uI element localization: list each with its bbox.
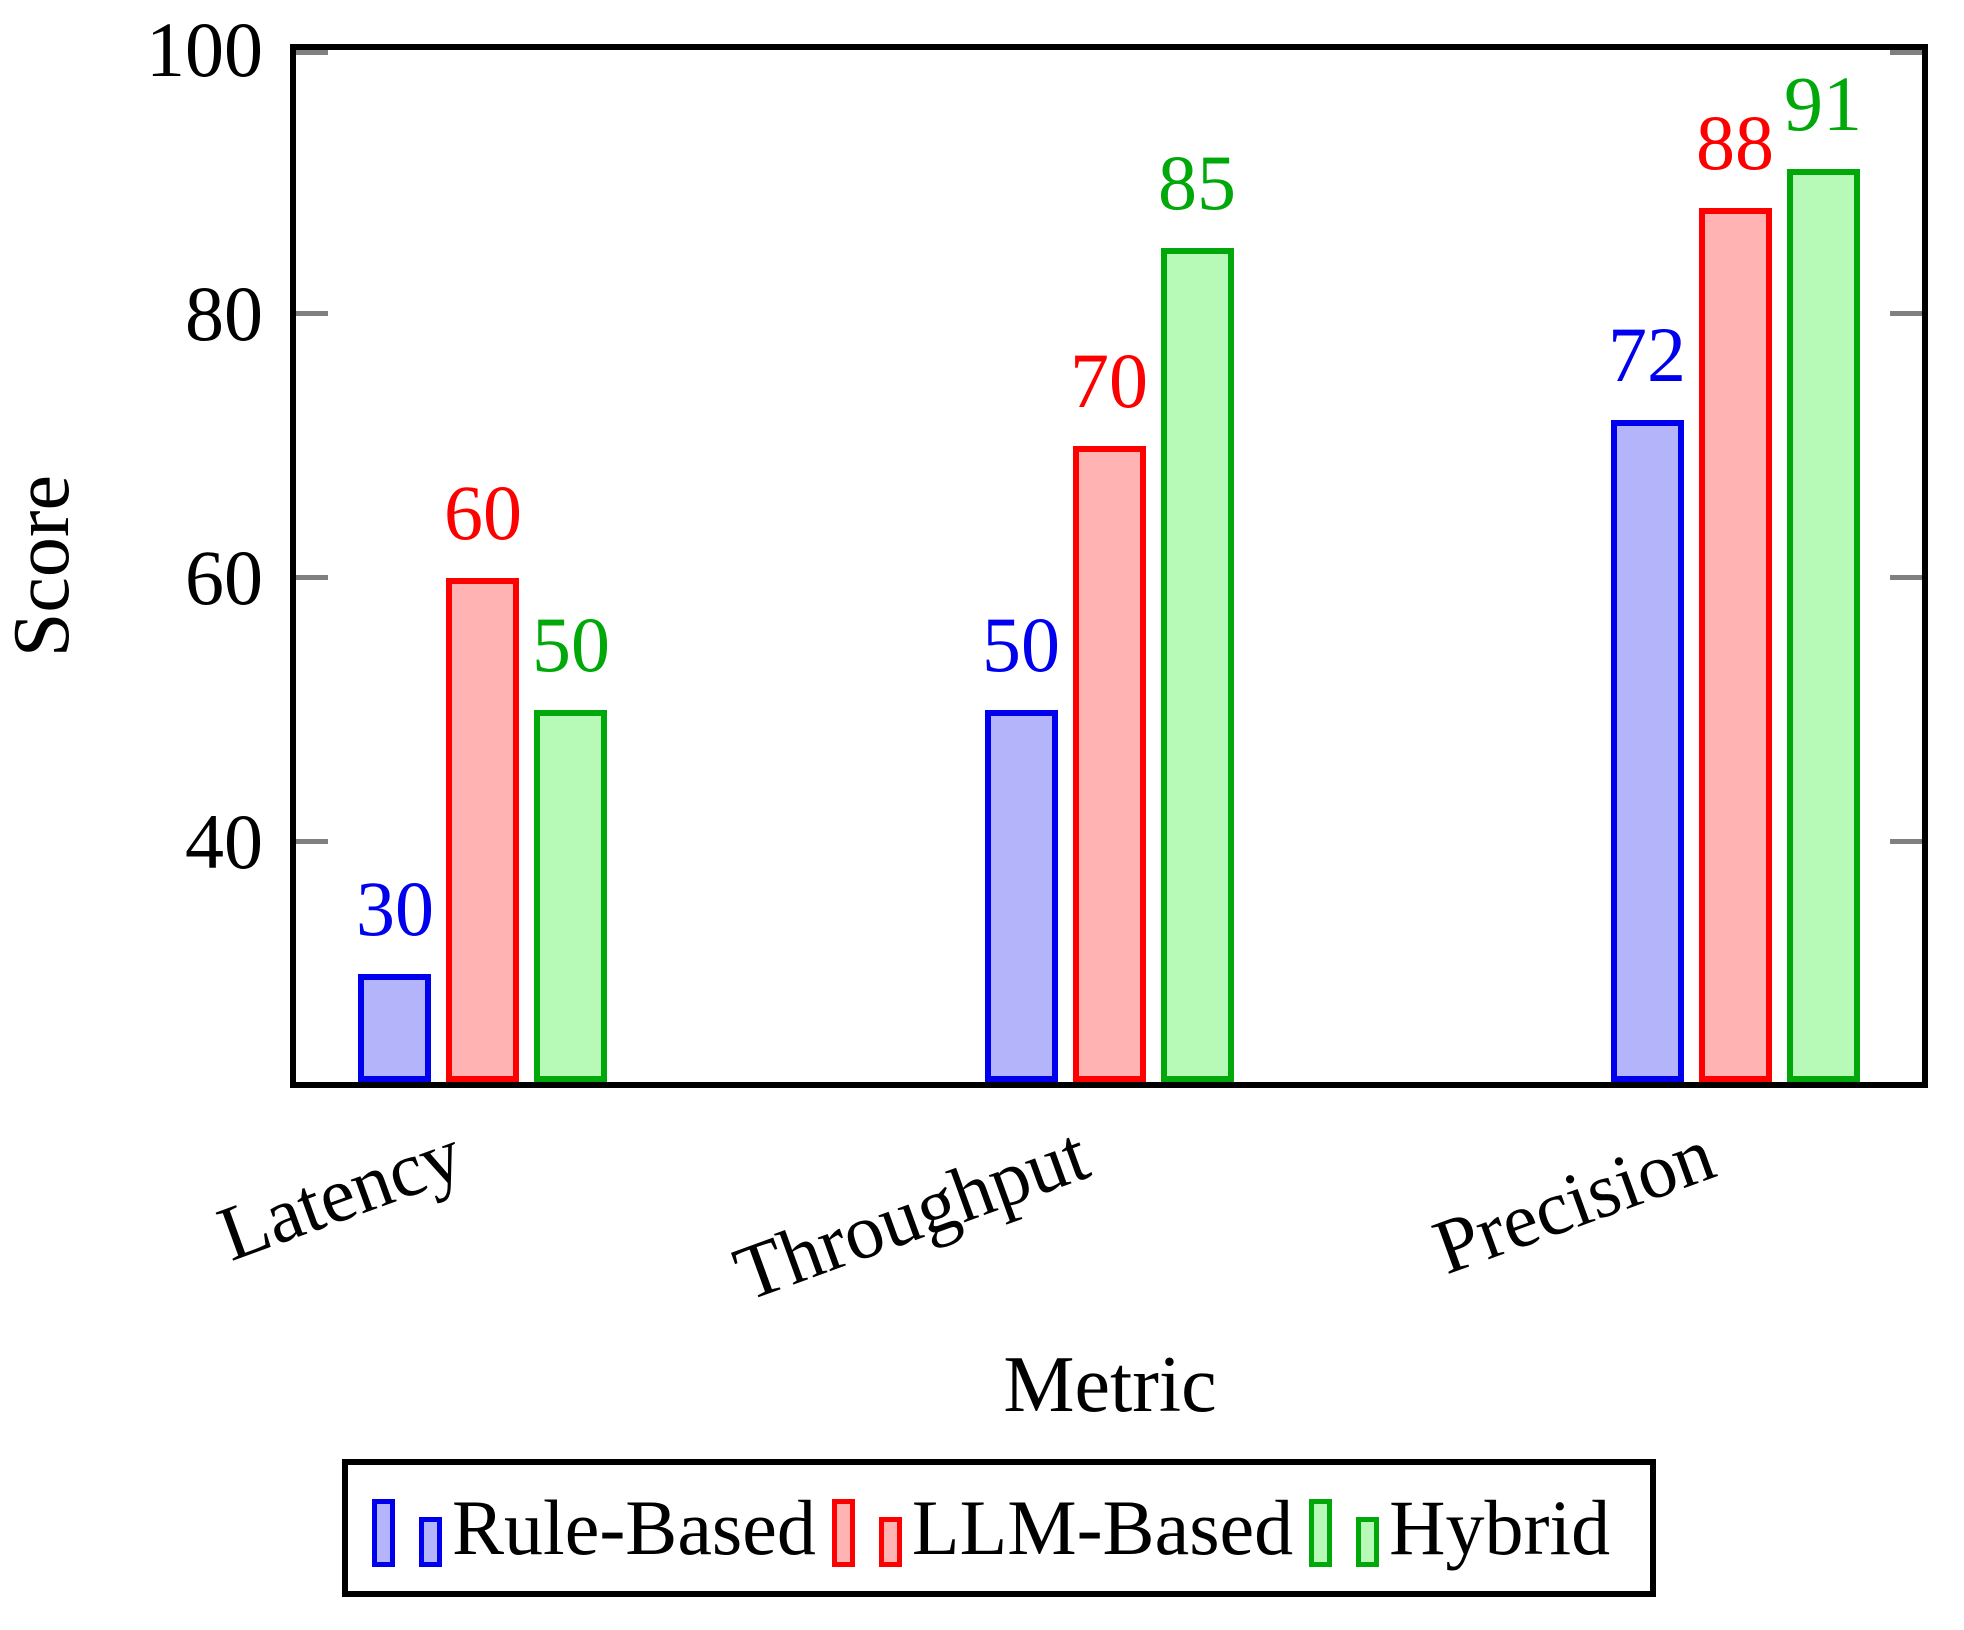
legend-label: Rule-Based	[452, 1484, 816, 1571]
y-tick-label: 60	[185, 533, 263, 621]
legend-marker-bar	[419, 1517, 442, 1567]
y-tick-mark	[296, 839, 328, 845]
legend-item-llm-based: LLM-Based	[831, 1484, 1309, 1571]
category-label-precision: Precision	[1422, 1109, 1725, 1291]
bar-llm-based-latency	[446, 577, 520, 1082]
category-label-throughput: Throughput	[722, 1109, 1099, 1318]
y-tick-label: 40	[185, 797, 263, 885]
legend-item-rule-based: Rule-Based	[372, 1489, 832, 1567]
legend-label: Hybrid	[1389, 1484, 1611, 1571]
y-tick-mark	[296, 575, 328, 581]
bar-hybrid-latency	[534, 709, 608, 1082]
bar-value-label: 91	[1784, 59, 1862, 147]
bar-llm-based-throughput	[1072, 445, 1146, 1082]
bar-value-label: 60	[443, 468, 522, 556]
legend-marker-bar	[372, 1499, 395, 1567]
legend-marker-icon	[372, 1499, 442, 1567]
legend-label: LLM-Based	[911, 1484, 1294, 1571]
y-tick-mark	[1890, 839, 1922, 845]
bar-value-label: 50	[982, 600, 1060, 688]
x-axis-title: Metric	[1003, 1341, 1217, 1429]
bar-rule-based-precision	[1610, 419, 1684, 1082]
y-tick-label: 80	[185, 269, 263, 357]
legend-marker-bar	[1309, 1499, 1333, 1567]
y-tick-mark	[1890, 50, 1922, 55]
y-tick-mark	[296, 50, 328, 55]
y-tick-label: 100	[146, 6, 263, 93]
legend-marker-bar	[1356, 1517, 1380, 1567]
bar-hybrid-precision	[1786, 168, 1860, 1082]
bar-value-label: 85	[1158, 138, 1236, 226]
legend-item-hybrid: Hybrid	[1309, 1489, 1626, 1567]
bar-rule-based-throughput	[984, 709, 1058, 1082]
bar-llm-based-precision	[1698, 208, 1772, 1082]
bar-value-label: 72	[1608, 310, 1686, 398]
legend-marker-icon	[831, 1499, 902, 1567]
plot-area: 30 50 72 60 70 88 50 85 91	[290, 44, 1928, 1088]
legend-marker-bar	[878, 1517, 902, 1567]
bar-hybrid-throughput	[1160, 247, 1234, 1082]
plot-inner-area: 30 50 72 60 70 88 50 85 91	[296, 50, 1922, 1082]
bar-value-label: 30	[355, 864, 434, 952]
bar-value-label: 70	[1070, 336, 1148, 424]
legend-marker-icon	[1309, 1499, 1380, 1567]
y-tick-mark	[1890, 575, 1922, 581]
legend: Rule-Based LLM-Based Hybrid	[342, 1459, 1657, 1597]
bar-value-label: 88	[1696, 99, 1774, 187]
y-axis-title: Score	[0, 474, 86, 658]
bar-value-label: 50	[531, 600, 610, 688]
y-tick-mark	[1890, 311, 1922, 317]
bar-rule-based-latency	[358, 973, 432, 1082]
y-tick-mark	[296, 311, 328, 317]
legend-marker-bar	[831, 1499, 855, 1567]
category-label-latency: Latency	[206, 1109, 473, 1278]
